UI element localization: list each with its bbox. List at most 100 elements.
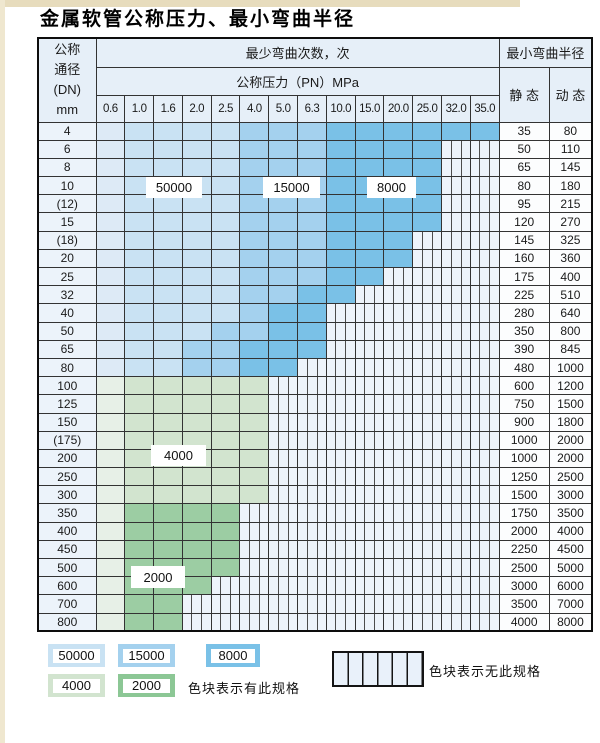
dn-value: 15 (37, 212, 97, 232)
static-radius-value: 480 (498, 357, 550, 378)
dn-value: 200 (37, 448, 97, 469)
cell-no-spec (354, 339, 385, 359)
cell-no-spec (268, 557, 299, 578)
row-dn-80: 80 480 1000 (37, 357, 593, 378)
cell-spec-D (354, 139, 385, 159)
cell-no-spec (441, 303, 471, 323)
cell-spec-L (124, 230, 155, 250)
cell-no-spec (354, 576, 385, 596)
dn-value: 6 (37, 139, 97, 159)
pressure-col-4.0: 4.0 (239, 94, 270, 123)
cell-spec-G (181, 467, 212, 487)
cell-no-spec (441, 376, 471, 396)
static-radius-value: 145 (498, 230, 550, 250)
dynamic-radius-value: 845 (548, 339, 593, 359)
cell-no-spec (383, 448, 414, 469)
cell-spec-L (210, 230, 241, 250)
cell-no-spec (441, 557, 471, 578)
cell-spec-L (181, 157, 212, 178)
cell-no-spec (268, 594, 299, 614)
cell-no-spec (354, 285, 385, 305)
cell-no-spec (469, 285, 500, 305)
cell-no-spec (239, 521, 270, 541)
cell-spec-Q (95, 557, 126, 578)
pressure-col-2.5: 2.5 (210, 94, 241, 123)
cell-spec-G (210, 485, 241, 505)
cell-spec-M (239, 285, 270, 305)
cell-spec-M (239, 303, 270, 323)
legend-swatch-label: 50000 (53, 648, 100, 663)
cell-spec-L (181, 121, 212, 141)
pressure-col-2.0: 2.0 (181, 94, 212, 123)
cell-spec-M (181, 357, 212, 378)
cell-no-spec (441, 539, 471, 560)
cell-no-spec (268, 576, 299, 596)
dn-value: 450 (37, 539, 97, 560)
cell-no-spec (383, 612, 414, 632)
dn-value: (12) (37, 194, 97, 214)
cell-no-spec (441, 357, 471, 378)
cell-spec-L (124, 248, 155, 269)
cell-spec-P (95, 266, 126, 287)
dn-value: 250 (37, 467, 97, 487)
cell-spec-H (124, 594, 155, 614)
row-dn-15: 15 120 270 (37, 212, 593, 232)
cell-no-spec (383, 412, 414, 432)
static-radius-value: 160 (498, 248, 550, 269)
cell-spec-G (124, 448, 155, 469)
pressure-title-header: 公称压力（PN）MPa (95, 66, 500, 96)
static-radius-value: 280 (498, 303, 550, 323)
cell-no-spec (325, 503, 356, 523)
static-radius-value: 95 (498, 194, 550, 214)
cell-spec-L (153, 248, 183, 269)
cell-no-spec (354, 521, 385, 541)
dynamic-radius-value: 145 (548, 157, 593, 178)
cell-spec-D (268, 357, 299, 378)
cell-no-spec (297, 539, 327, 560)
cell-no-spec (469, 576, 500, 596)
cell-no-spec (297, 448, 327, 469)
cell-no-spec (412, 230, 443, 250)
cell-spec-P (95, 248, 126, 269)
static-radius-value: 900 (498, 412, 550, 432)
cell-spec-G (124, 376, 155, 396)
row-dn-600: 600 3000 6000 (37, 576, 593, 596)
cell-spec-G (239, 485, 270, 505)
cell-spec-G (239, 430, 270, 450)
cell-no-spec (469, 612, 500, 632)
cell-no-spec (268, 394, 299, 414)
row-dn-100: 100 600 1200 (37, 376, 593, 396)
cell-spec-G (124, 467, 155, 487)
cell-spec-M (239, 248, 270, 269)
cell-spec-D (325, 121, 356, 141)
cell-spec-L (124, 139, 155, 159)
cell-no-spec (412, 357, 443, 378)
cell-spec-G (181, 376, 212, 396)
cycles-header: 最少弯曲次数，次 (95, 37, 500, 68)
spec-table: 公称 通径 (DN) mm 最少弯曲次数，次 最小弯曲半径 公称压力（PN）MP… (37, 37, 594, 633)
cell-no-spec (268, 539, 299, 560)
cell-spec-Q (95, 539, 126, 560)
page-title: 金属软管公称压力、最小弯曲半径 (40, 8, 356, 30)
cell-spec-M (297, 248, 327, 269)
cell-no-spec (383, 266, 414, 287)
dynamic-radius-value: 325 (548, 230, 593, 250)
row-dn-(12): (12) 95 215 (37, 194, 593, 214)
cell-no-spec (469, 212, 500, 232)
cell-spec-H (153, 521, 183, 541)
row-dn-(18): (18) 145 325 (37, 230, 593, 250)
static-radius-value: 2250 (498, 539, 550, 560)
row-dn-200: 200 1000 2000 (37, 448, 593, 469)
static-radius-value: 1750 (498, 503, 550, 523)
cell-spec-D (412, 121, 443, 141)
dn-value: 8 (37, 157, 97, 178)
cell-spec-D (325, 212, 356, 232)
cell-no-spec (297, 376, 327, 396)
cell-spec-L (181, 285, 212, 305)
cell-spec-M (297, 194, 327, 214)
cell-no-spec (268, 612, 299, 632)
cell-spec-D (325, 157, 356, 178)
cell-no-spec (469, 521, 500, 541)
cell-spec-G (153, 412, 183, 432)
cell-spec-Q (95, 394, 126, 414)
